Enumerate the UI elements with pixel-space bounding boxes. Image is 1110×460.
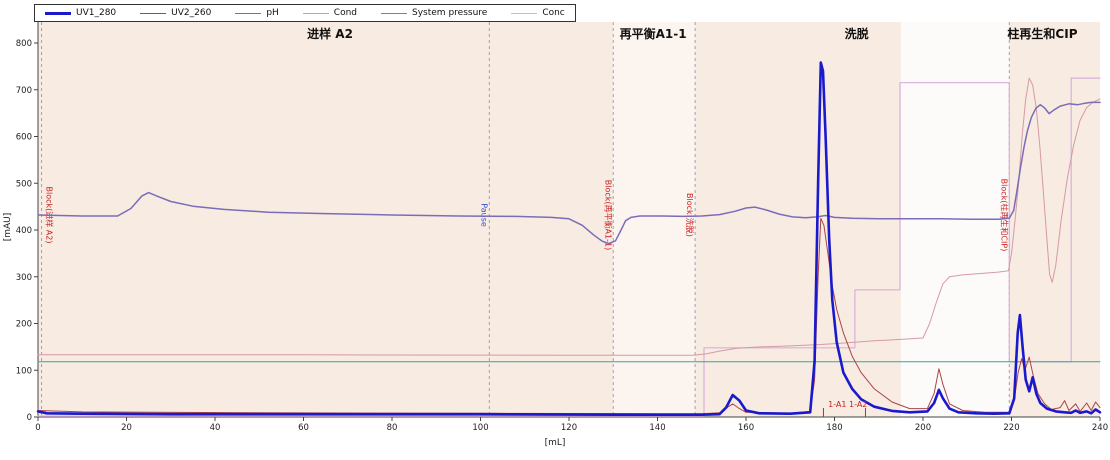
x-tick-label: 140 [649, 423, 665, 433]
x-tick-label: 40 [210, 423, 221, 433]
y-tick-label: 800 [16, 39, 32, 49]
legend-item-uv1-280[interactable]: UV1_280 [45, 8, 116, 18]
legend-swatch-line [302, 12, 329, 14]
x-tick-label: 240 [1092, 423, 1108, 433]
legend-label: System pressure [412, 8, 488, 18]
legend: UV1_280 UV2_260 pH Cond System pressure Conc [34, 4, 576, 22]
phase-band [38, 22, 614, 417]
legend-item-cond[interactable]: Cond [302, 8, 358, 18]
marker-label: Pause [479, 203, 488, 227]
legend-swatch-line [235, 12, 262, 14]
legend-item-conc[interactable]: Conc [511, 8, 565, 18]
x-axis-label: [mL] [544, 438, 566, 448]
legend-label: Conc [542, 8, 565, 18]
marker-label: Block(柱再生和CIP) [999, 179, 1009, 252]
legend-swatch-line [381, 12, 408, 14]
x-tick-label: 20 [121, 423, 132, 433]
marker-label: Block(再平衡A1-1) [603, 180, 613, 250]
legend-swatch-line [511, 12, 538, 14]
y-tick-label: 400 [16, 226, 32, 236]
series-uv2-260 [37, 217, 1101, 415]
legend-label: pH [266, 8, 279, 18]
legend-item-system-pressure[interactable]: System pressure [381, 8, 487, 18]
x-tick-label: 0 [35, 423, 40, 433]
phase-band [1009, 22, 1100, 417]
legend-item-ph[interactable]: pH [235, 8, 279, 18]
y-tick-label: 300 [16, 273, 32, 283]
x-tick-label: 60 [298, 423, 309, 433]
y-tick-label: 700 [16, 86, 32, 96]
fraction-label: 1-A1 1-A2 [828, 400, 867, 409]
series-cond [37, 77, 1101, 356]
y-tick-label: 600 [16, 133, 32, 143]
x-tick-label: 100 [472, 423, 488, 433]
series-ph [37, 101, 1101, 245]
series-conc [37, 77, 1101, 417]
legend-swatch-line [45, 11, 71, 15]
phase-band [613, 22, 696, 417]
y-tick-label: 200 [16, 320, 32, 330]
legend-item-uv2-260[interactable]: UV2_260 [140, 8, 211, 18]
marker-label: Block(洗脱) [685, 193, 695, 237]
x-tick-label: 80 [387, 423, 398, 433]
x-tick-label: 180 [826, 423, 842, 433]
y-axis-label: [mAU] [3, 212, 13, 242]
legend-swatch-line [140, 12, 167, 14]
phase-label: 进样 A2 [307, 26, 353, 41]
phase-label: 再平衡A1-1 [620, 26, 687, 41]
series-uv1-280 [36, 61, 1102, 417]
y-tick-label: 0 [27, 413, 32, 423]
x-tick-label: 200 [915, 423, 931, 433]
x-tick-label: 120 [561, 423, 577, 433]
x-tick-label: 160 [738, 423, 754, 433]
phase-label: 柱再生和CIP [1007, 26, 1077, 41]
phase-band [695, 22, 901, 417]
y-tick-label: 500 [16, 179, 32, 189]
legend-label: UV1_280 [76, 8, 117, 18]
legend-label: UV2_260 [171, 8, 212, 18]
legend-label: Cond [333, 8, 358, 18]
y-tick-label: 100 [16, 366, 32, 376]
x-tick-label: 220 [1003, 423, 1019, 433]
phase-label: 洗脱 [845, 26, 869, 41]
